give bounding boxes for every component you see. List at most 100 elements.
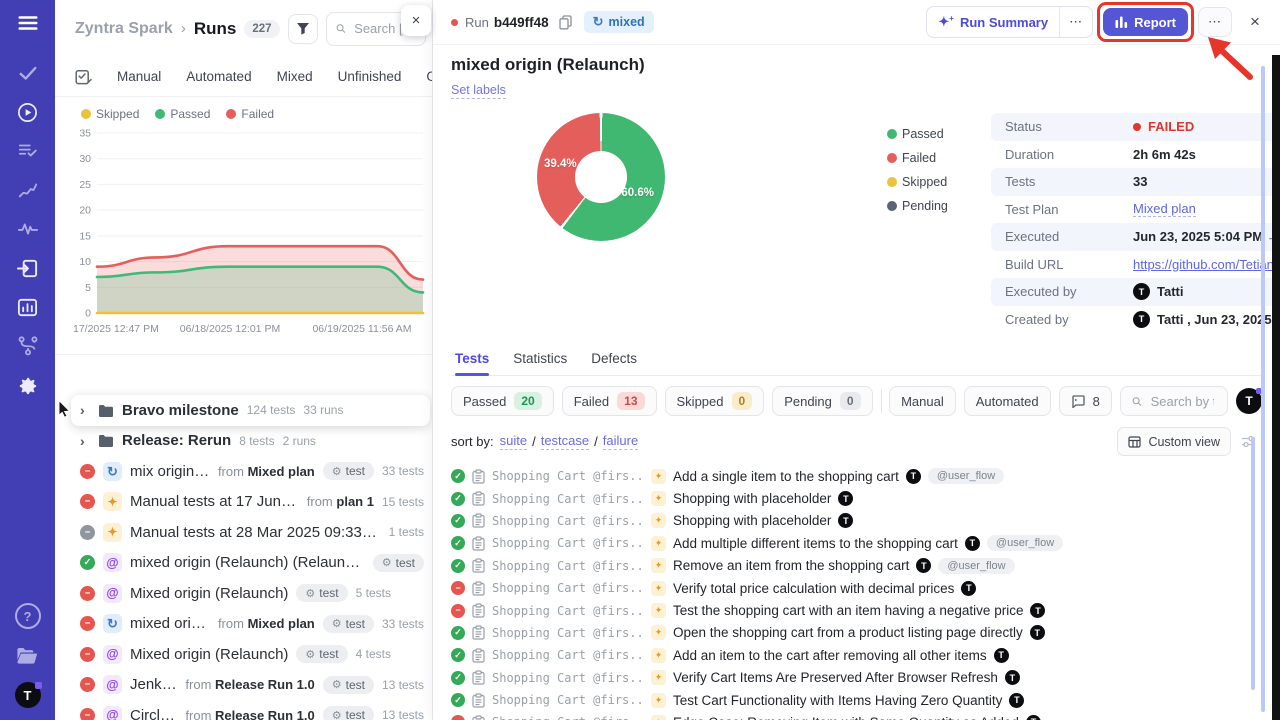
tab-statistics[interactable]: Statistics bbox=[513, 351, 567, 375]
tab-automated[interactable]: Automated bbox=[186, 69, 251, 84]
test-row[interactable]: ✓Shopping Cart @firs...✦Remove an item f… bbox=[451, 555, 1262, 577]
sign-in-icon[interactable] bbox=[15, 255, 41, 281]
select-runs-icon[interactable] bbox=[75, 69, 92, 85]
run-id: b449ff48 bbox=[494, 15, 549, 30]
test-row[interactable]: −Shopping Cart @firs...✦Test the shoppin… bbox=[451, 599, 1262, 621]
drawer-close-button[interactable]: × bbox=[1244, 11, 1266, 33]
run-name: mix origin 25/06 bbox=[130, 463, 210, 480]
breadcrumb-project[interactable]: Zyntra Spark bbox=[75, 20, 173, 38]
run-summary-button[interactable]: ✦+Run Summary bbox=[927, 7, 1060, 37]
test-row[interactable]: ✓Shopping Cart @firs...✦Open the shoppin… bbox=[451, 622, 1262, 644]
run-list-item[interactable]: ✓@mixed origin (Relaunch) (Relaunch)⚙tes… bbox=[55, 548, 432, 579]
run-list-item[interactable]: −@Jenkins runfrom Release Run 1.0⚙test13… bbox=[55, 670, 432, 701]
test-status-passed-icon: ✓ bbox=[451, 469, 465, 483]
filter-chip-skipped[interactable]: Skipped0 bbox=[665, 386, 765, 416]
filter-chip-automated[interactable]: Automated bbox=[964, 386, 1051, 416]
test-status-failed-icon: − bbox=[451, 715, 465, 720]
test-tag: @user_flow bbox=[938, 558, 1014, 574]
test-plan-link[interactable]: Mixed plan bbox=[1133, 201, 1196, 217]
panel-close-button[interactable]: × bbox=[401, 5, 431, 36]
chevron-right-icon[interactable]: › bbox=[80, 433, 90, 449]
chevron-right-icon[interactable]: › bbox=[80, 402, 90, 418]
run-summary-more-button[interactable]: ⋯ bbox=[1060, 14, 1092, 30]
branch-icon[interactable] bbox=[15, 333, 41, 359]
detail-value[interactable]: Mixed plan bbox=[1133, 201, 1196, 217]
legend-dot bbox=[887, 129, 897, 139]
run-list-item[interactable]: −✦Manual tests at 17 Jun 2025 10:09from … bbox=[55, 487, 432, 518]
filter-chip-pending[interactable]: Pending0 bbox=[772, 386, 872, 416]
test-row[interactable]: ✓Shopping Cart @firs...✦Add a single ite… bbox=[451, 465, 1262, 487]
test-row[interactable]: −Shopping Cart @firs...✦Edge Case: Remov… bbox=[451, 711, 1262, 720]
tests-search[interactable] bbox=[1120, 386, 1228, 416]
activity-icon[interactable] bbox=[15, 216, 41, 242]
run-meta: 2 runs bbox=[283, 434, 316, 448]
run-meta: 15 tests bbox=[382, 495, 424, 509]
filter-chip-passed[interactable]: Passed20 bbox=[451, 386, 554, 416]
projects-icon[interactable] bbox=[15, 643, 41, 669]
help-icon[interactable]: ? bbox=[15, 603, 41, 629]
reports-icon[interactable] bbox=[15, 294, 41, 320]
set-labels-link[interactable]: Set labels bbox=[451, 83, 506, 99]
detail-label: Status bbox=[1005, 119, 1133, 134]
assignee-avatar[interactable]: T bbox=[1236, 388, 1262, 414]
legend-item-skipped: Skipped bbox=[81, 107, 139, 121]
copy-run-id-button[interactable] bbox=[559, 15, 572, 30]
run-list-item[interactable]: −@Mixed origin (Relaunch)⚙test5 tests bbox=[55, 578, 432, 609]
report-button[interactable]: Report bbox=[1103, 8, 1188, 36]
test-row[interactable]: ✓Shopping Cart @firs...✦Add an item to t… bbox=[451, 644, 1262, 666]
test-row[interactable]: ✓Shopping Cart @firs...✦Shopping with pl… bbox=[451, 487, 1262, 509]
tests-scrollbar[interactable] bbox=[1251, 437, 1255, 690]
filter-chip-manual[interactable]: Manual bbox=[889, 386, 956, 416]
drawer-scrollbar[interactable] bbox=[1261, 66, 1265, 712]
test-row[interactable]: ✓Shopping Cart @firs...✦Test Cart Functi… bbox=[451, 689, 1262, 711]
test-title: Add multiple different items to the shop… bbox=[673, 536, 958, 551]
test-cases-icon[interactable] bbox=[15, 60, 41, 86]
tab-groups[interactable]: Groups bbox=[426, 69, 433, 84]
svg-text:5: 5 bbox=[85, 282, 91, 294]
legend-label: Failed bbox=[902, 151, 936, 165]
svg-text:06/19/2025 11:56 AM: 06/19/2025 11:56 AM bbox=[312, 323, 411, 335]
settings-icon[interactable] bbox=[15, 372, 41, 398]
avatar: T bbox=[1026, 715, 1041, 720]
filter-button[interactable] bbox=[288, 14, 318, 44]
milestones-icon[interactable] bbox=[15, 177, 41, 203]
sort-link-failure[interactable]: failure bbox=[603, 433, 638, 450]
run-status-passed-icon: ✓ bbox=[80, 555, 95, 570]
tab-tests[interactable]: Tests bbox=[455, 351, 489, 375]
runs-icon[interactable] bbox=[15, 99, 41, 125]
tests-search-input[interactable] bbox=[1149, 393, 1216, 410]
filter-chip-failed[interactable]: Failed13 bbox=[562, 386, 657, 416]
reviews-icon[interactable] bbox=[15, 138, 41, 164]
run-list-item[interactable]: −@Circle CI runfrom Release Run 1.0⚙test… bbox=[55, 700, 432, 720]
tab-defects[interactable]: Defects bbox=[591, 351, 637, 375]
test-row[interactable]: −Shopping Cart @firs...✦Verify total pri… bbox=[451, 577, 1262, 599]
legend-item-failed: Failed bbox=[226, 107, 274, 121]
custom-view-button[interactable]: Custom view bbox=[1117, 427, 1231, 456]
detail-value[interactable]: https://github.com/TetianaKhomenko/Load-… bbox=[1133, 257, 1280, 272]
test-row[interactable]: ✓Shopping Cart @firs...✦Shopping with pl… bbox=[451, 510, 1262, 532]
detail-label: Tests bbox=[1005, 174, 1133, 189]
sort-link-testcase[interactable]: testcase bbox=[541, 433, 589, 450]
tab-mixed[interactable]: Mixed bbox=[277, 69, 313, 84]
comments-filter-chip[interactable]: 8 bbox=[1059, 386, 1112, 416]
drawer-more-button[interactable]: ⋯ bbox=[1198, 7, 1232, 37]
run-list-item[interactable]: ›Bravo milestone124 tests33 runs bbox=[71, 395, 430, 426]
tab-unfinished[interactable]: Unfinished bbox=[338, 69, 402, 84]
drawer-body: mixed origin (Relaunch) Set labels 39.4%… bbox=[433, 45, 1280, 720]
runs-tabs: Manual Automated Mixed Unfinished Groups bbox=[55, 57, 432, 97]
run-list-item[interactable]: −↻mix origin 25/06from Mixed plan⚙test33… bbox=[55, 456, 432, 487]
run-list-item[interactable]: −↻mixed origin (Relaunch)from Mixed plan… bbox=[55, 609, 432, 640]
run-list-item[interactable]: −✦Manual tests at 28 Mar 2025 09:33 (Rel… bbox=[55, 517, 432, 548]
run-list-item[interactable]: −@Mixed origin (Relaunch)⚙test4 tests bbox=[55, 639, 432, 670]
tab-manual[interactable]: Manual bbox=[117, 69, 161, 84]
user-avatar[interactable]: T bbox=[15, 682, 41, 708]
test-row[interactable]: ✓Shopping Cart @firs...✦Verify Cart Item… bbox=[451, 667, 1262, 689]
sparkles-icon: ✦+ bbox=[938, 14, 954, 30]
run-list-item[interactable]: ›Release: Rerun8 tests2 runs bbox=[55, 426, 432, 457]
run-kind-swirl-icon: @ bbox=[103, 675, 122, 694]
sort-link-suite[interactable]: suite bbox=[500, 433, 527, 450]
build-url-link[interactable]: https://github.com/TetianaKhomenko/Load-… bbox=[1133, 257, 1280, 272]
test-row[interactable]: ✓Shopping Cart @firs...✦Add multiple dif… bbox=[451, 532, 1262, 554]
legend-label: Passed bbox=[902, 127, 944, 141]
menu-icon[interactable] bbox=[15, 10, 41, 36]
